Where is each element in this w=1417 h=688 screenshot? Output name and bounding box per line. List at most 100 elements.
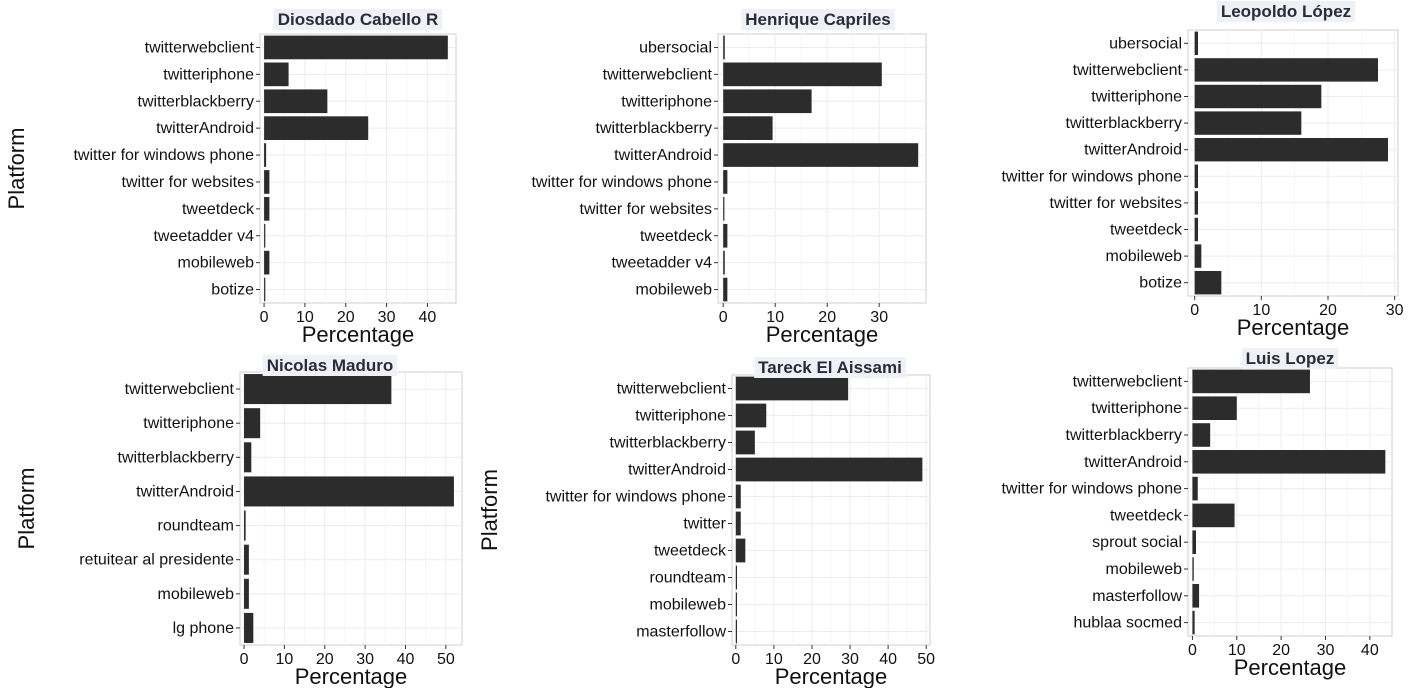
x-tick-label: 20 — [818, 309, 836, 326]
y-tick-label: ubersocial — [1109, 35, 1182, 52]
x-axis-title: Percentage — [775, 664, 888, 688]
bar — [723, 62, 882, 87]
bar — [244, 544, 249, 575]
bar — [723, 250, 725, 275]
x-tick-label: 10 — [1252, 302, 1270, 319]
y-tick-label: twitterwebclient — [145, 39, 255, 56]
bar — [1192, 423, 1211, 447]
y-tick-label: twitter for websites — [580, 201, 712, 218]
x-tick-label: 0 — [260, 309, 269, 326]
y-tick-label: sprout social — [1092, 534, 1182, 551]
y-tick-label: twitterwebclient — [1073, 62, 1183, 79]
y-tick-label: twitter for windows phone — [1001, 481, 1182, 498]
x-tick-label: 0 — [1190, 302, 1199, 319]
bar — [1192, 450, 1386, 474]
bar — [1194, 164, 1198, 189]
y-tick-label: hublaa socmed — [1073, 615, 1182, 632]
y-tick-label: twitterwebclient — [617, 381, 727, 398]
bar — [264, 223, 266, 248]
x-tick-label: 10 — [765, 651, 783, 668]
y-tick-label: twitterblackberry — [118, 449, 234, 466]
y-tick-label: twitteriphone — [621, 93, 712, 110]
bar — [735, 484, 741, 509]
y-tick-label: twitterwebclient — [1073, 373, 1183, 390]
y-tick-label: twitterAndroid — [1084, 454, 1182, 471]
y-tick-label: mobileweb — [1106, 561, 1183, 578]
x-tick-label: 10 — [766, 309, 784, 326]
y-tick-label: twitteriphone — [1091, 400, 1182, 417]
y-tick-label: roundteam — [158, 518, 235, 535]
panel-1: twitterwebclient twitteriphone twitterblac… — [4, 9, 457, 347]
bar — [723, 170, 728, 194]
x-tick-label: 30 — [870, 309, 888, 326]
x-tick-label: 20 — [316, 651, 334, 668]
bar — [735, 511, 741, 536]
panel-title-background — [1216, 1, 1356, 22]
y-tick-label: roundteam — [650, 570, 727, 587]
x-axis-title: Percentage — [302, 322, 415, 347]
panel-title: Diosdado Cabello R — [278, 10, 439, 29]
bar — [1192, 503, 1235, 528]
y-tick-label: twitterAndroid — [136, 483, 234, 500]
bar — [244, 578, 249, 609]
y-tick-label: retuitear al presidente — [79, 552, 234, 569]
y-tick-label: tweetdeck — [640, 228, 713, 245]
bar — [1194, 137, 1388, 162]
bar — [1194, 31, 1198, 56]
bar — [1194, 217, 1198, 242]
y-tick-label: twitterblackberry — [610, 435, 726, 452]
panel-title: Luis Lopez — [1246, 349, 1335, 368]
y-tick-label: twitter for windows phone — [73, 147, 254, 164]
y-tick-label: mobileweb — [158, 586, 235, 603]
y-tick-label: masterfollow — [1092, 588, 1182, 605]
y-tick-label: twitterAndroid — [1084, 142, 1182, 159]
bar — [1192, 557, 1194, 581]
y-tick-label: tweetadder v4 — [153, 228, 254, 245]
bar — [264, 35, 448, 60]
x-tick-label: 30 — [841, 651, 859, 668]
bar — [1192, 610, 1195, 635]
y-tick-label: twitter for websites — [122, 174, 254, 191]
x-tick-label: 0 — [1188, 642, 1197, 659]
y-tick-label: tweetdeck — [1110, 507, 1183, 524]
panel-title: Henrique Capriles — [745, 10, 891, 29]
y-tick-label: twitteriphone — [143, 415, 234, 432]
panel-4: twitterwebclient twitteriphone twitterblac… — [14, 355, 463, 688]
bar — [723, 223, 728, 248]
bar — [264, 62, 289, 87]
bar — [1192, 476, 1198, 501]
panel-title: Nicolas Maduro — [267, 356, 394, 375]
x-tick-label: 40 — [419, 309, 437, 326]
y-tick-label: twitter for websites — [1050, 195, 1182, 212]
x-tick-label: 10 — [1228, 642, 1246, 659]
y-tick-label: botize — [211, 282, 254, 299]
bar — [735, 565, 738, 590]
bar — [1194, 111, 1302, 135]
y-tick-label: mobileweb — [178, 255, 255, 272]
panel-5: twitterwebclient twitteriphone twitterblac… — [477, 357, 935, 688]
y-axis-title: Platform — [4, 128, 29, 210]
y-tick-label: mobileweb — [650, 597, 727, 614]
x-tick-label: 20 — [337, 309, 355, 326]
bar — [264, 116, 369, 140]
y-tick-label: botize — [1139, 275, 1182, 292]
y-tick-label: tweetdeck — [654, 543, 727, 560]
y-tick-label: mobileweb — [1106, 248, 1183, 265]
bar — [1192, 396, 1237, 420]
panel-title-background — [1241, 348, 1339, 369]
bar — [735, 430, 755, 455]
plot-area — [259, 33, 457, 304]
bar — [735, 457, 923, 482]
bar — [244, 442, 252, 473]
y-tick-label: twitter for windows phone — [1001, 168, 1182, 185]
x-axis-title: Percentage — [1234, 655, 1347, 680]
bar — [735, 403, 767, 428]
x-tick-label: 0 — [240, 651, 249, 668]
x-tick-label: 10 — [296, 309, 314, 326]
y-tick-label: ubersocial — [639, 39, 712, 56]
bar — [1194, 191, 1198, 215]
y-tick-label: twitterwebclient — [125, 381, 235, 398]
x-tick-label: 30 — [1386, 302, 1404, 319]
bar — [1192, 530, 1196, 554]
